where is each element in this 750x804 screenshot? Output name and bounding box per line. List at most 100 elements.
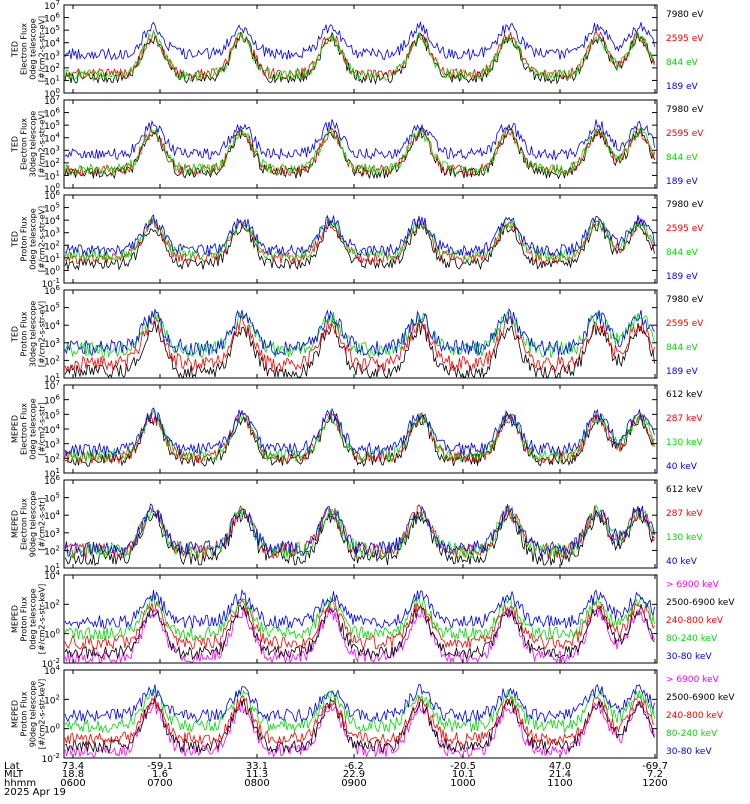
y-tick-exponent: 0 — [56, 723, 60, 731]
y-tick-exponent: 6 — [56, 189, 61, 197]
series-trace-4 — [64, 119, 655, 161]
y-tick-exponent: 1 — [56, 252, 60, 260]
x-tick-mlt-value: 21.4 — [549, 769, 571, 780]
y-tick-exponent: 2 — [56, 544, 60, 552]
series-trace-1 — [65, 412, 655, 467]
y-tick-exponent: 7 — [56, 0, 60, 7]
y-tick-exponent: 5 — [56, 492, 60, 500]
legend-entry: 189 eV — [666, 272, 699, 282]
y-axis-label-line: 0deg telescope — [29, 398, 38, 459]
y-tick-exponent: 7 — [56, 94, 60, 102]
x-tick-lat-value: -6.2 — [344, 761, 364, 772]
legend-entry: 130 keV — [666, 438, 703, 448]
panel-frame — [63, 99, 658, 189]
legend-entry: 7980 eV — [666, 200, 704, 210]
y-axis-label-line: Electron Flux — [20, 498, 29, 550]
y-tick-label: 10-2 — [42, 752, 60, 765]
x-tick-mlt-value: 1.6 — [152, 769, 168, 780]
x-tick-lat-value: -69.7 — [642, 761, 668, 772]
x-tick-hhmm-value: 1000 — [450, 778, 475, 789]
legend-entry: 189 eV — [666, 177, 699, 187]
y-axis-label-line: Electron Flux — [20, 403, 29, 455]
y-tick-exponent: 6 — [56, 107, 61, 115]
legend-entry: 40 keV — [666, 462, 698, 472]
legend-entry: 287 keV — [666, 509, 703, 519]
y-axis-label-line: Proton Flux — [20, 691, 29, 736]
x-tick-lat-value: -59.1 — [147, 761, 173, 772]
y-tick-exponent: 3 — [56, 227, 60, 235]
legend-entry: 2595 eV — [666, 319, 704, 329]
y-tick-exponent: 6 — [56, 394, 61, 402]
y-tick-label: 104 — [44, 214, 60, 227]
y-tick-label: 104 — [44, 423, 60, 436]
y-tick-exponent: 6 — [56, 474, 61, 482]
legend-entry: 30-80 keV — [666, 747, 712, 757]
y-axis-label-line: 0deg telescope — [29, 588, 38, 649]
x-tick-lat-value: -20.5 — [450, 761, 476, 772]
panel-frame — [63, 669, 658, 759]
legend-entry: 80-240 keV — [666, 634, 718, 644]
y-tick-exponent: 3 — [56, 337, 60, 345]
y-axis-label-line: [#/cm2-s-str-eV] — [38, 16, 47, 82]
legend-entry: 2595 eV — [666, 34, 704, 44]
y-axis-label: MEPEDProton Flux0deg telescope[#/cm2-s-s… — [11, 584, 47, 655]
panel-frame — [63, 574, 658, 664]
y-tick-exponent: 6 — [56, 12, 61, 20]
series-trace-4 — [64, 407, 655, 457]
y-axis-label-line: [#/cm2-s-str] — [38, 402, 47, 455]
y-axis-label-line: 30deg telescope — [29, 111, 38, 178]
y-axis-label-line: Electron Flux — [20, 23, 29, 75]
y-axis-label-line: [#/cm2-s-str-eV] — [38, 301, 47, 367]
y-tick-exponent: 1 — [56, 467, 60, 475]
y-tick-exponent: 4 — [56, 569, 61, 577]
y-tick-label: 106 — [44, 107, 60, 120]
legend-entry: 240-800 keV — [666, 616, 724, 626]
y-tick-exponent: 2 — [56, 239, 60, 247]
legend-entry: 30-80 keV — [666, 652, 712, 662]
x-tick-mlt-value: 18.8 — [62, 769, 84, 780]
y-tick-exponent: 5 — [56, 24, 60, 32]
legend-entry: 287 keV — [666, 414, 703, 424]
y-tick-exponent: 2 — [56, 62, 60, 70]
series-trace-3 — [64, 125, 655, 176]
y-axis-label-line: Proton Flux — [20, 311, 29, 356]
y-tick-exponent: 4 — [56, 37, 61, 45]
y-tick-exponent: 2 — [56, 452, 60, 460]
panel-frame — [63, 194, 658, 284]
series-trace-3 — [64, 216, 655, 262]
y-axis-label-line: [#/cm2-s-str-keV] — [38, 584, 47, 655]
y-tick-exponent: 3 — [56, 49, 60, 57]
series-trace-3 — [64, 504, 655, 560]
y-axis-label-line: TED — [11, 326, 20, 343]
y-axis-label: MEPEDElectron Flux0deg telescope[#/cm2-s… — [11, 398, 47, 459]
x-tick-mlt-value: 22.9 — [343, 769, 365, 780]
y-tick-exponent: 6 — [56, 284, 61, 292]
legend-entry: 612 keV — [666, 485, 703, 495]
series-trace-4 — [64, 503, 655, 558]
y-axis-label-line: [#/cm2-s-str] — [38, 497, 47, 550]
legend-entry: > 6900 keV — [666, 675, 720, 685]
x-tick-hhmm-value: 1100 — [547, 778, 572, 789]
series-trace-3 — [64, 694, 655, 747]
x-tick-hhmm-value: 0600 — [60, 778, 85, 789]
series-trace-2 — [64, 697, 655, 755]
series-trace-4 — [64, 688, 655, 734]
legend-entry: 844 eV — [666, 58, 699, 68]
legend-entry: 7980 eV — [666, 105, 704, 115]
y-axis-label-line: Electron Flux — [20, 118, 29, 170]
y-tick-exponent: 4 — [56, 664, 61, 672]
y-tick-exponent: 0 — [56, 628, 60, 636]
y-axis-label-line: MEPED — [11, 605, 20, 633]
x-tick-hhmm-value: 0900 — [341, 778, 366, 789]
y-tick-exponent: -2 — [53, 657, 60, 665]
legend-entry: 2500-6900 keV — [666, 598, 735, 608]
series-trace-2 — [64, 315, 655, 373]
y-axis-label-line: 90deg telescope — [29, 491, 38, 558]
legend-entry: 844 eV — [666, 248, 699, 258]
y-tick-exponent: 1 — [56, 74, 60, 82]
y-tick-exponent: 7 — [56, 379, 60, 387]
y-axis-label: TEDProton Flux0deg telescope[#/cm2-s-str… — [11, 206, 47, 272]
